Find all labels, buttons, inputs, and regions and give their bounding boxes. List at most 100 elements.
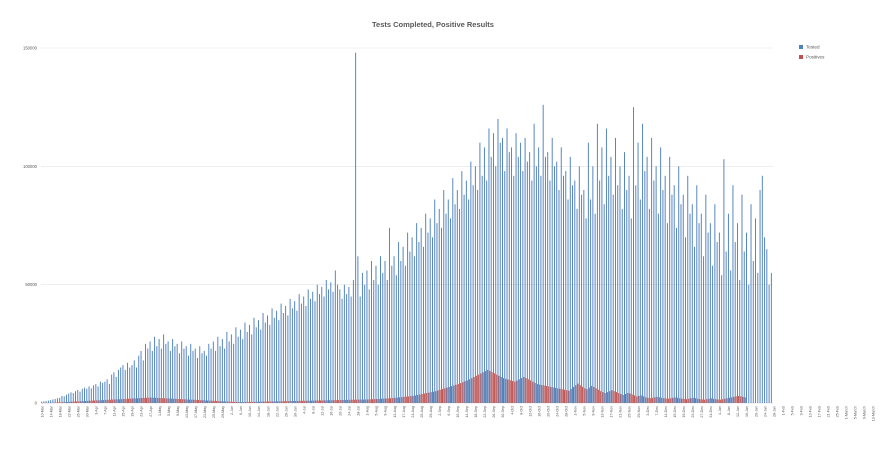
bar-tested bbox=[612, 194, 614, 403]
bar-tested bbox=[483, 147, 485, 403]
bar-positives bbox=[717, 399, 719, 403]
bar-tested bbox=[694, 246, 696, 403]
bar-positives bbox=[62, 402, 64, 403]
bar-tested bbox=[705, 194, 707, 403]
bar-tested bbox=[770, 272, 772, 403]
bar-positives bbox=[277, 401, 279, 403]
bar-positives bbox=[600, 391, 602, 403]
bar-positives bbox=[704, 399, 706, 403]
bar-tested bbox=[215, 350, 217, 403]
bar-positives bbox=[338, 400, 340, 403]
bar-tested bbox=[526, 161, 528, 403]
bar-tested bbox=[642, 123, 644, 403]
bar-tested bbox=[431, 237, 433, 403]
bar-positives bbox=[457, 384, 459, 403]
x-tick-label: 28-Jul bbox=[357, 406, 361, 416]
bar-positives bbox=[159, 398, 161, 403]
bar-positives bbox=[175, 398, 177, 403]
bar-positives bbox=[521, 378, 523, 403]
bar-tested bbox=[644, 171, 646, 403]
x-tick-label: 9-Feb bbox=[799, 406, 803, 415]
bar-tested bbox=[255, 327, 257, 403]
bar-tested bbox=[174, 346, 176, 403]
bar-positives bbox=[615, 392, 617, 403]
bar-tested bbox=[533, 123, 535, 403]
bar-tested bbox=[743, 251, 745, 403]
bar-tested bbox=[328, 289, 330, 403]
bar-tested bbox=[361, 272, 363, 403]
bar-tested bbox=[569, 156, 571, 403]
bar-positives bbox=[121, 399, 123, 403]
bar-positives bbox=[297, 400, 299, 403]
bar-tested bbox=[727, 213, 729, 403]
bar-tested bbox=[556, 161, 558, 403]
bar-tested bbox=[248, 324, 250, 403]
bar-tested bbox=[235, 327, 237, 403]
bar-positives bbox=[550, 386, 552, 403]
bar-tested bbox=[696, 185, 698, 403]
bar-tested bbox=[486, 180, 488, 403]
bar-positives bbox=[188, 399, 190, 403]
bar-tested bbox=[522, 171, 524, 403]
bar-positives bbox=[247, 401, 249, 403]
bar-tested bbox=[319, 294, 320, 403]
bar-positives bbox=[290, 401, 292, 403]
bar-tested bbox=[217, 336, 219, 403]
bar-tested bbox=[210, 348, 212, 403]
bar-tested bbox=[666, 223, 668, 403]
bar-positives bbox=[286, 401, 288, 403]
bar-tested bbox=[438, 208, 440, 403]
bar-tested bbox=[201, 353, 203, 403]
bar-positives bbox=[385, 398, 387, 403]
bar-positives bbox=[351, 399, 353, 403]
bar-positives bbox=[654, 397, 656, 403]
x-tick-label: 1-Nov bbox=[574, 406, 578, 416]
bar-positives bbox=[236, 401, 238, 403]
bar-tested bbox=[675, 227, 677, 403]
bar-tested bbox=[332, 291, 334, 403]
bar-tested bbox=[646, 156, 648, 403]
y-tick-label: 100000 bbox=[23, 164, 38, 169]
bar-positives bbox=[288, 401, 290, 403]
x-tick-label: 23-Apr bbox=[140, 405, 144, 417]
bar-positives bbox=[489, 371, 491, 403]
bar-tested bbox=[741, 194, 743, 403]
bar-positives bbox=[588, 387, 590, 403]
bar-positives bbox=[80, 401, 82, 403]
bar-tested bbox=[657, 213, 659, 403]
bar-tested bbox=[560, 147, 562, 403]
bar-tested bbox=[377, 284, 379, 403]
bar-positives bbox=[412, 395, 414, 403]
bar-positives bbox=[423, 393, 425, 403]
bar-positives bbox=[259, 401, 260, 403]
bar-positives bbox=[683, 398, 685, 403]
bar-tested bbox=[172, 339, 174, 403]
x-tick-label: 26-Jun bbox=[284, 406, 288, 417]
bar-positives bbox=[320, 400, 321, 403]
bar-tested bbox=[404, 265, 406, 403]
x-tick-label: 24-Jan bbox=[763, 406, 767, 417]
bar-tested bbox=[90, 388, 92, 403]
bar-positives bbox=[60, 402, 62, 403]
bar-positives bbox=[213, 400, 215, 403]
bar-positives bbox=[667, 398, 669, 403]
bar-positives bbox=[740, 396, 742, 403]
bar-tested bbox=[574, 180, 576, 403]
x-tick-label: 5-Feb bbox=[790, 406, 794, 415]
x-tick-label: 8-Jan bbox=[727, 406, 731, 415]
x-tick-label: 19-Dec bbox=[682, 406, 686, 418]
bar-positives bbox=[505, 378, 507, 403]
bar-tested bbox=[538, 147, 540, 403]
bar-tested bbox=[673, 185, 675, 403]
bar-tested bbox=[506, 128, 508, 403]
bar-tested bbox=[721, 275, 723, 403]
bar-tested bbox=[413, 256, 415, 403]
x-tick-label: 1-Feb bbox=[781, 406, 785, 415]
bar-tested bbox=[434, 199, 436, 403]
bar-positives bbox=[141, 398, 143, 403]
bar-positives bbox=[202, 400, 204, 403]
y-tick-label: 150000 bbox=[23, 46, 38, 51]
bar-tested bbox=[221, 339, 223, 403]
bar-tested bbox=[750, 204, 752, 403]
bar-positives bbox=[726, 398, 728, 403]
